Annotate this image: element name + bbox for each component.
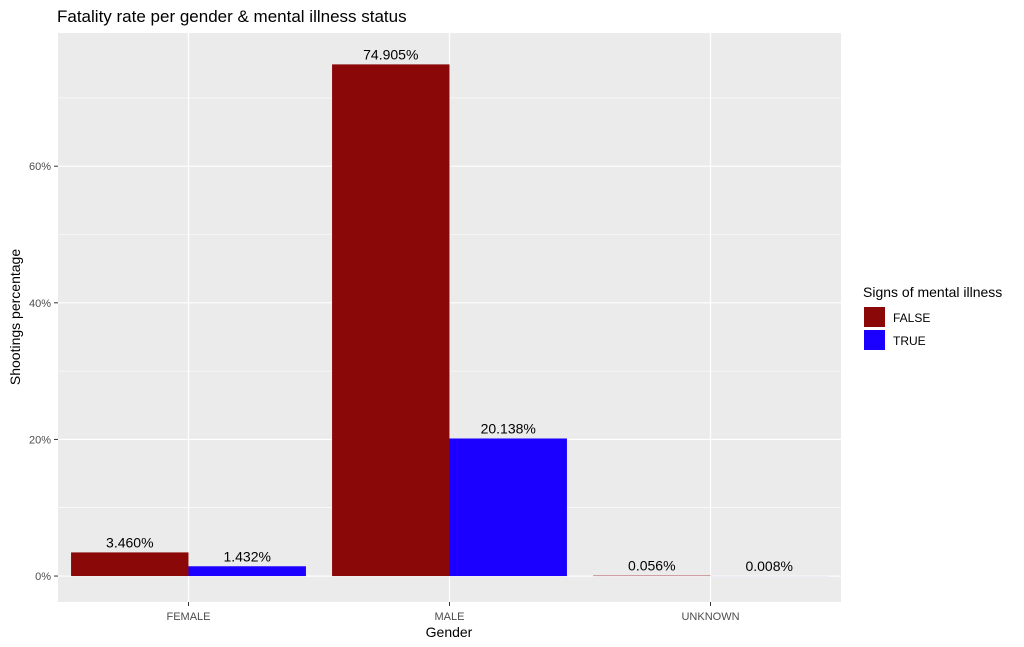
bar-labels: 3.460% 1.432% 74.905% 20.138% 0.056% 0.008%: [106, 46, 793, 574]
bar-male-false: [332, 64, 450, 577]
x-axis: FEMALE MALE UNKNOWN: [166, 602, 740, 623]
bars: [71, 64, 828, 577]
y-tick-label: 0%: [35, 571, 51, 583]
data-label: 74.905%: [363, 46, 418, 62]
legend-title: Signs of mental illness: [863, 284, 1002, 300]
y-tick-label: 40%: [29, 298, 51, 310]
bar-male-true: [449, 438, 567, 577]
x-tick-label: MALE: [435, 611, 465, 623]
x-tick-label: FEMALE: [166, 611, 210, 623]
legend-label: FALSE: [893, 311, 930, 325]
legend: Signs of mental illness FALSE TRUE: [863, 284, 1002, 350]
legend-key-false: [864, 307, 885, 327]
y-tick-label: 60%: [29, 161, 51, 173]
y-axis: 0% 20% 40% 60%: [29, 161, 58, 583]
data-label: 20.138%: [481, 420, 536, 436]
y-tick-label: 20%: [29, 434, 51, 446]
bar-female-true: [188, 566, 306, 577]
y-axis-title: Shootings percentage: [7, 249, 23, 385]
data-label: 3.460%: [106, 534, 153, 550]
legend-label: TRUE: [893, 334, 926, 348]
legend-key-true: [864, 330, 885, 350]
bar-female-false: [71, 552, 189, 577]
x-tick-label: UNKNOWN: [681, 611, 739, 623]
chart-title: Fatality rate per gender & mental illnes…: [57, 7, 407, 26]
data-label: 0.008%: [745, 558, 792, 574]
x-axis-title: Gender: [426, 624, 473, 640]
data-label: 1.432%: [223, 548, 270, 564]
data-label: 0.056%: [628, 558, 675, 574]
